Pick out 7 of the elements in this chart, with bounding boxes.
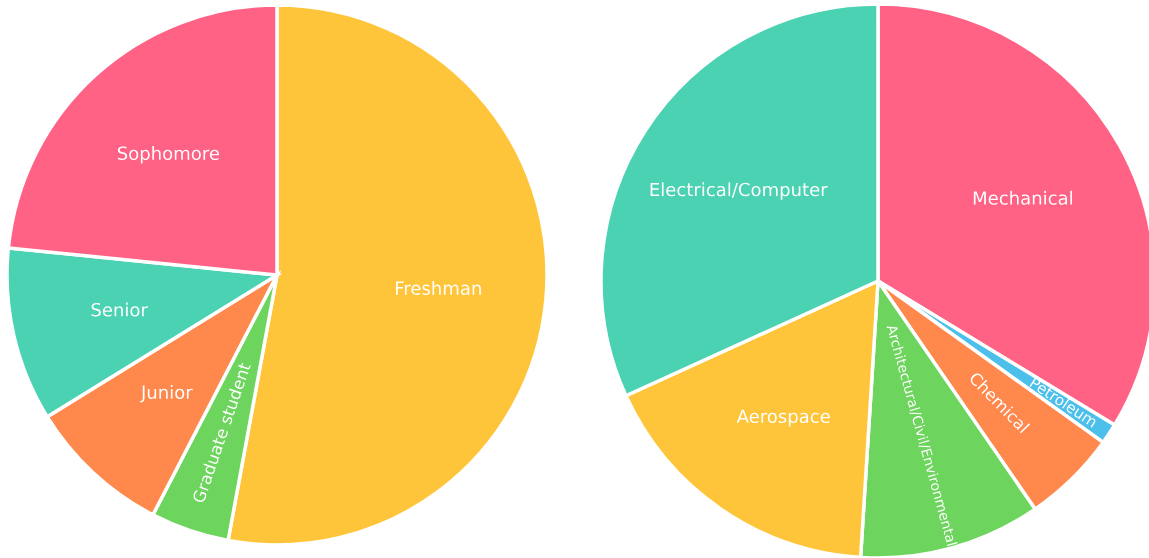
slice-label: Senior [91, 302, 148, 317]
slice-label: Junior [140, 385, 193, 403]
slice-label: Freshman [396, 281, 481, 295]
slice-label: Aerospace [736, 409, 830, 427]
slice-label: Mechanical [973, 190, 1072, 205]
slice-label: Sophomore [117, 146, 219, 164]
slice-label: Electrical/Computer [650, 182, 828, 200]
